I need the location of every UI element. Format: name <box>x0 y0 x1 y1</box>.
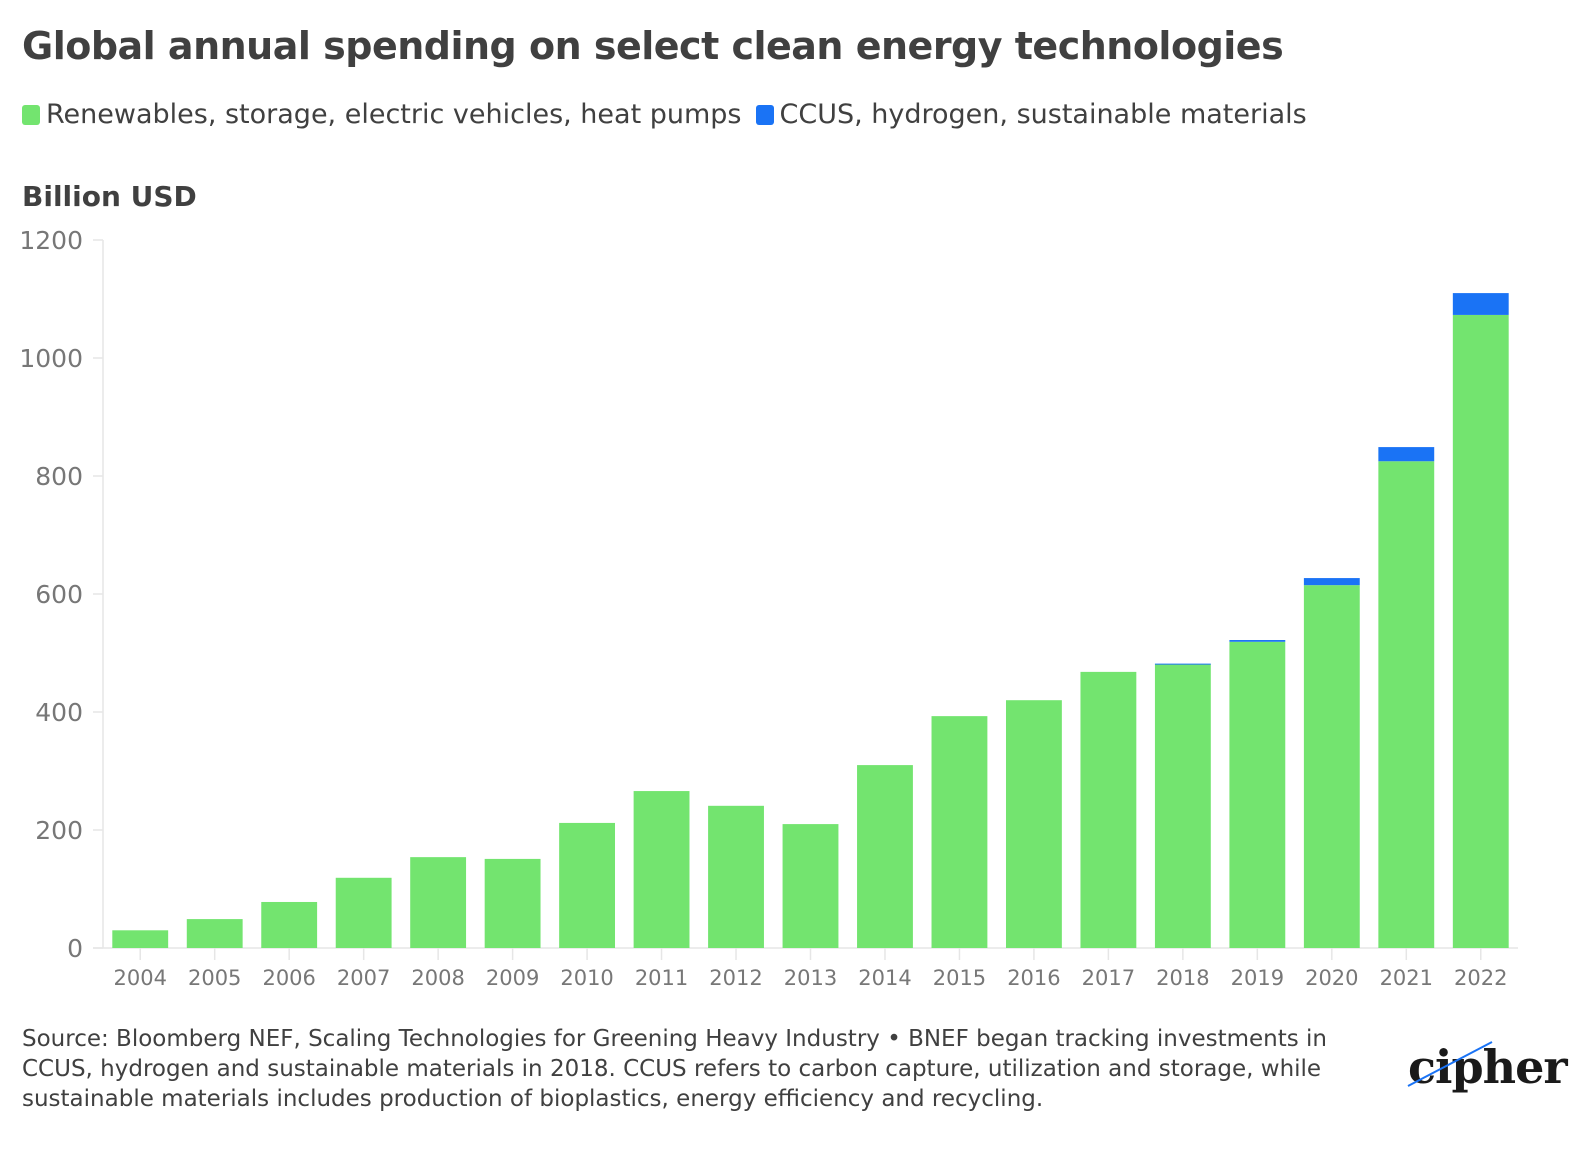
y-tick-label: 0 <box>67 934 83 963</box>
x-tick-label: 2011 <box>635 966 688 990</box>
y-axis: 0 200 400 600 800 1000 1200 <box>19 226 104 963</box>
bar-renewables-2010 <box>559 822 616 948</box>
x-tick-label: 2013 <box>784 966 837 990</box>
y-axis-unit-label: Billion USD <box>22 180 197 213</box>
x-tick-label: 2021 <box>1380 966 1433 990</box>
bar-renewables-2020 <box>1303 585 1360 948</box>
bar-renewables-2004 <box>112 930 169 948</box>
bar-renewables-2006 <box>261 901 318 948</box>
bar-renewables-2016 <box>1005 700 1062 948</box>
cipher-logo: cipher <box>1406 1040 1568 1100</box>
bar-renewables-2019 <box>1229 641 1286 948</box>
bar-renewables-2011 <box>633 791 690 948</box>
logo-slash-icon <box>1407 1041 1493 1087</box>
x-tick-label: 2006 <box>262 966 315 990</box>
bars <box>112 293 1509 948</box>
bar-renewables-2017 <box>1080 671 1137 948</box>
logo-text: cipher <box>1408 1040 1568 1094</box>
source-note: Source: Bloomberg NEF, Scaling Technolog… <box>22 1026 1328 1112</box>
y-tick-label: 1200 <box>19 226 83 255</box>
bar-ccus-2021 <box>1378 447 1435 462</box>
x-tick-label: 2008 <box>411 966 464 990</box>
bar-renewables-2018 <box>1154 664 1211 948</box>
y-tick-label: 600 <box>35 580 83 609</box>
bar-renewables-2013 <box>782 824 839 948</box>
bar-renewables-2022 <box>1452 314 1509 948</box>
bar-renewables-2005 <box>186 919 243 948</box>
legend-swatch-renewables <box>22 104 40 125</box>
legend-label-ccus: CCUS, hydrogen, sustainable materials <box>779 99 1307 130</box>
bar-ccus-2019 <box>1229 640 1286 642</box>
x-tick-label: 2017 <box>1082 966 1135 990</box>
y-tick-label: 200 <box>35 816 83 845</box>
bar-renewables-2008 <box>410 857 467 948</box>
x-tick-label: 2020 <box>1305 966 1358 990</box>
x-tick-label: 2018 <box>1156 966 1209 990</box>
bar-ccus-2022 <box>1452 293 1509 315</box>
x-tick-label: 2016 <box>1007 966 1060 990</box>
legend-swatch-ccus <box>755 104 774 125</box>
legend: Renewables, storage, electric vehicles, … <box>22 99 1321 130</box>
bar-renewables-2009 <box>484 858 541 948</box>
x-axis: 2004 2005 2006 2007 2008 2009 2010 2011 2012 2013… <box>93 947 1518 990</box>
x-tick-label: 2010 <box>560 966 613 990</box>
legend-label-renewables: Renewables, storage, electric vehicles, … <box>46 99 742 130</box>
legend-item-ccus: CCUS, hydrogen, sustainable materials <box>755 99 1307 130</box>
bar-renewables-2007 <box>335 877 392 948</box>
y-tick-label: 400 <box>35 698 83 727</box>
y-tick-label: 800 <box>35 462 83 491</box>
x-tick-label: 2007 <box>337 966 390 990</box>
bar-renewables-2012 <box>708 805 764 948</box>
x-tick-label: 2009 <box>486 966 539 990</box>
bar-renewables-2015 <box>931 716 988 948</box>
chart-title: Global annual spending on select clean e… <box>22 24 1284 68</box>
x-tick-label: 2014 <box>858 966 911 990</box>
y-tick-label: 1000 <box>19 344 83 373</box>
x-tick-label: 2022 <box>1454 966 1507 990</box>
x-tick-label: 2019 <box>1231 966 1284 990</box>
bar-ccus-2018 <box>1154 663 1211 665</box>
legend-item-renewables: Renewables, storage, electric vehicles, … <box>22 99 742 130</box>
x-tick-label: 2004 <box>114 966 167 990</box>
bar-renewables-2021 <box>1378 461 1435 948</box>
bar-ccus-2020 <box>1303 578 1360 586</box>
bar-renewables-2014 <box>857 765 913 948</box>
x-tick-label: 2012 <box>709 966 762 990</box>
x-tick-label: 2015 <box>933 966 986 990</box>
x-tick-label: 2005 <box>188 966 241 990</box>
